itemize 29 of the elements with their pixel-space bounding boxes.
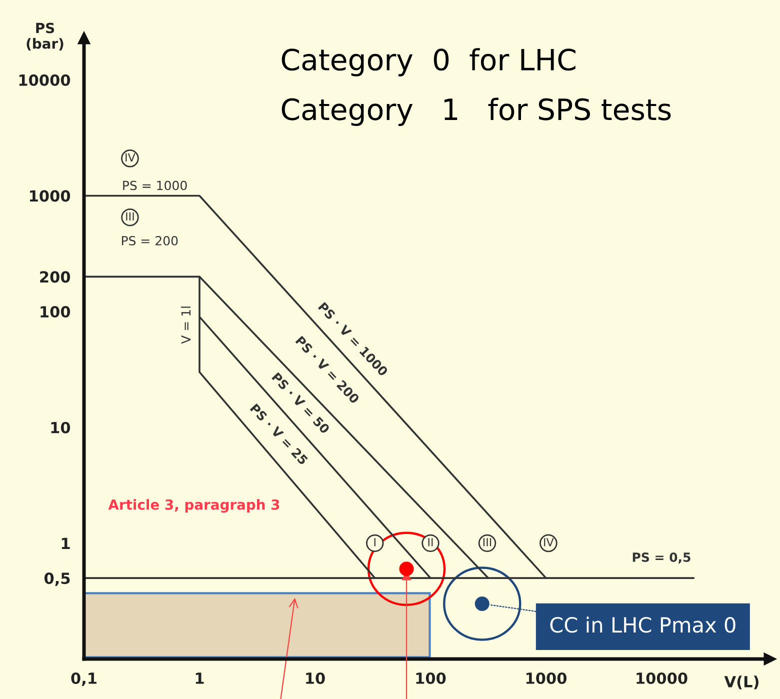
annotation: Category 1 for SPS tests <box>282 98 671 126</box>
y-tick-label: 200 <box>40 271 70 283</box>
annotation: III <box>483 538 492 546</box>
annotation: PS = 0,5 <box>632 552 690 564</box>
x-tick-label: 10 <box>306 672 325 684</box>
y-tick-label: 10000 <box>19 74 70 86</box>
annotation: IV <box>544 538 554 546</box>
annotation: PS = 200 <box>122 236 178 246</box>
annotation: I <box>374 538 376 546</box>
y-axis-title: PS (bar) <box>26 22 64 50</box>
annotation: Article 3, paragraph 3 <box>108 499 280 513</box>
annotation: II <box>428 538 433 546</box>
annotation: V = 1l <box>180 306 190 344</box>
annotation: III <box>126 212 134 220</box>
y-tick-label: 0,5 <box>44 572 70 586</box>
x-tick-label: 0,1 <box>71 672 96 686</box>
x-tick-label: 1000 <box>526 672 567 684</box>
y-tick-label: 1 <box>62 538 70 549</box>
y-tick-label: 1000 <box>30 190 70 202</box>
x-tick-label: 100 <box>416 672 446 684</box>
annotation: Category 0 for LHC <box>282 48 576 76</box>
x-tick-label: 1 <box>196 672 204 684</box>
y-tick-label: 100 <box>40 306 70 318</box>
annotation: IV <box>126 153 136 162</box>
x-axis-title: V(L) <box>724 676 758 690</box>
annotation: PS = 1000 <box>123 180 187 190</box>
x-tick-label: 10000 <box>636 672 688 684</box>
y-tick-label: 10 <box>51 422 70 434</box>
annotation: CC in LHC Pmax 0 <box>550 616 736 633</box>
